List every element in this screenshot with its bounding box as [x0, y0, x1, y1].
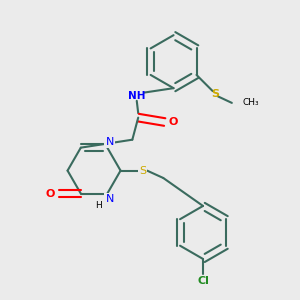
Text: NH: NH — [128, 91, 146, 100]
Text: H: H — [95, 201, 102, 210]
Text: O: O — [169, 117, 178, 127]
Text: CH₃: CH₃ — [242, 98, 259, 107]
Text: N: N — [106, 194, 114, 204]
Text: S: S — [139, 166, 146, 176]
Text: Cl: Cl — [197, 276, 209, 286]
Text: N: N — [106, 137, 114, 147]
Text: O: O — [46, 189, 55, 199]
Text: S: S — [212, 89, 220, 99]
